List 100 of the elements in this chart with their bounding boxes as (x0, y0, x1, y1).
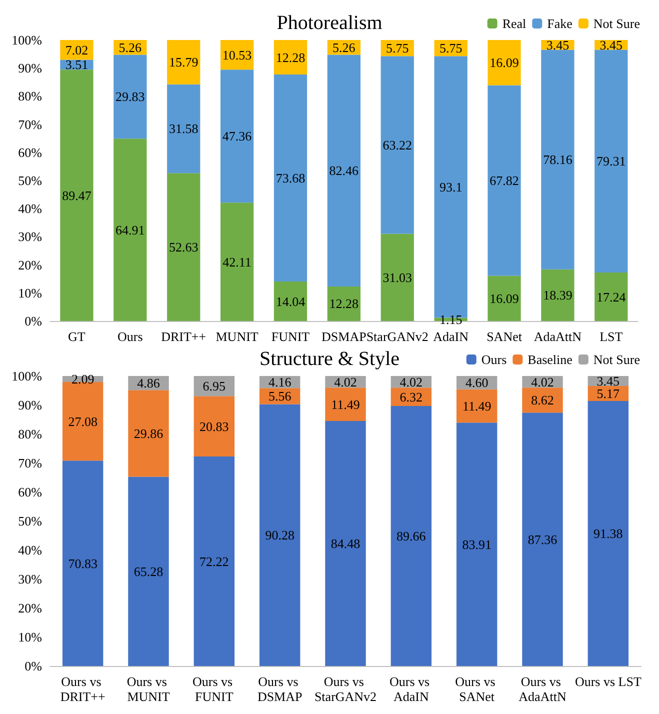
data-label: 17.24 (596, 289, 626, 304)
data-label: 5.26 (118, 40, 142, 55)
data-label: 78.16 (543, 152, 573, 168)
y-tick-label: 100% (12, 32, 42, 48)
bar (167, 84, 200, 174)
data-label: 65.28 (134, 564, 164, 579)
data-label: 6.32 (400, 389, 423, 404)
bar (194, 456, 235, 666)
y-tick-label: 90% (18, 398, 42, 412)
x-tick-label: Ours (118, 329, 143, 344)
bar (588, 401, 629, 666)
data-label: 4.02 (334, 374, 357, 390)
data-label: 82.46 (329, 163, 360, 178)
x-tick-label: Ours vs SANet (455, 674, 499, 704)
bar (541, 269, 574, 321)
legend-label: Baseline (528, 352, 573, 367)
bar (488, 276, 521, 321)
y-tick-label: 10% (18, 630, 42, 644)
y-tick-label: 70% (18, 116, 42, 132)
data-label: 63.22 (382, 137, 412, 152)
legend-label: Not Sure (593, 16, 640, 31)
x-tick-label: DRIT++ (161, 329, 206, 344)
data-label: 12.28 (276, 50, 306, 65)
data-label: 89.66 (396, 528, 426, 544)
y-tick-label: 70% (18, 456, 42, 470)
legend-label: Not Sure (593, 352, 640, 367)
data-label: 11.49 (331, 396, 360, 412)
x-tick-label: Ours vs StarGANv2 (314, 674, 377, 704)
chart-title: Structure & Style (260, 348, 400, 370)
x-tick-label: Ours vs MUNIT (126, 674, 170, 704)
legend-label: Ours (481, 352, 507, 367)
data-label: 52.63 (168, 240, 198, 255)
data-label: 93.1 (439, 179, 462, 194)
bar (327, 286, 360, 321)
bar (325, 421, 366, 666)
y-tick-label: 80% (18, 426, 42, 442)
y-tick-label: 30% (18, 229, 42, 244)
x-tick-label: SANet (486, 329, 522, 344)
data-label: 47.36 (222, 128, 252, 144)
x-tick-label: Ours vs DRIT++ (60, 674, 106, 704)
data-label: 8.62 (531, 392, 554, 408)
data-label: 89.47 (62, 188, 92, 203)
data-label: 4.60 (465, 375, 488, 390)
y-tick-label: 100% (12, 368, 42, 384)
y-tick-label: 60% (18, 484, 42, 500)
bar (541, 50, 574, 270)
bar (522, 412, 563, 666)
bar (128, 390, 169, 477)
data-label: 16.09 (490, 55, 519, 70)
data-label: 4.02 (400, 374, 423, 390)
data-label: 5.56 (268, 388, 292, 404)
bar (488, 40, 521, 86)
data-label: 11.49 (462, 398, 492, 414)
y-tick-label: 20% (18, 600, 42, 616)
bar (114, 54, 147, 139)
y-tick-label: 50% (18, 514, 42, 528)
bar (259, 404, 300, 666)
data-label: 3.45 (546, 37, 570, 52)
bar (325, 388, 366, 422)
chart-title: Photorealism (276, 12, 383, 34)
x-tick-label: MUNIT (216, 329, 258, 344)
y-tick-label: 0% (24, 658, 42, 674)
x-tick-label: Ours vs FUNIT (192, 674, 236, 704)
data-label: 7.02 (65, 42, 88, 58)
data-label: 4.02 (531, 374, 554, 390)
data-label: 3.45 (596, 374, 620, 389)
bar (167, 40, 200, 84)
bar (60, 70, 94, 321)
bar (128, 476, 169, 666)
data-label: 12.28 (329, 296, 359, 312)
data-label: 5.17 (596, 386, 620, 401)
data-label: 73.68 (276, 170, 306, 186)
data-label: 15.79 (168, 54, 198, 70)
bar (62, 460, 104, 666)
bar (220, 202, 254, 321)
x-tick-label: AdaAttN (534, 329, 582, 344)
bar (456, 389, 498, 423)
data-label: 67.82 (490, 173, 519, 188)
legend-label: Real (502, 16, 527, 31)
x-tick-label: Ours vs LST (574, 674, 642, 689)
data-label: 29.83 (116, 89, 145, 104)
x-tick-label: GT (68, 329, 86, 344)
data-label: 91.38 (594, 526, 623, 541)
y-tick-label: 20% (18, 257, 42, 272)
y-tick-label: 40% (18, 201, 42, 216)
bar (588, 386, 629, 401)
data-label: 4.16 (268, 374, 292, 390)
data-label: 18.39 (543, 288, 572, 303)
x-tick-label: DSMAP (322, 329, 366, 344)
bar (327, 54, 360, 286)
data-label: 29.86 (134, 426, 164, 441)
y-tick-label: 50% (18, 173, 42, 188)
bar (390, 406, 432, 666)
y-tick-label: 90% (18, 60, 42, 76)
data-label: 84.48 (330, 536, 360, 552)
data-label: 6.95 (202, 378, 226, 394)
x-tick-label: AdaIN (433, 329, 470, 344)
x-tick-label: FUNIT (271, 329, 310, 344)
bar (114, 138, 147, 321)
data-label: 20.83 (200, 418, 229, 434)
